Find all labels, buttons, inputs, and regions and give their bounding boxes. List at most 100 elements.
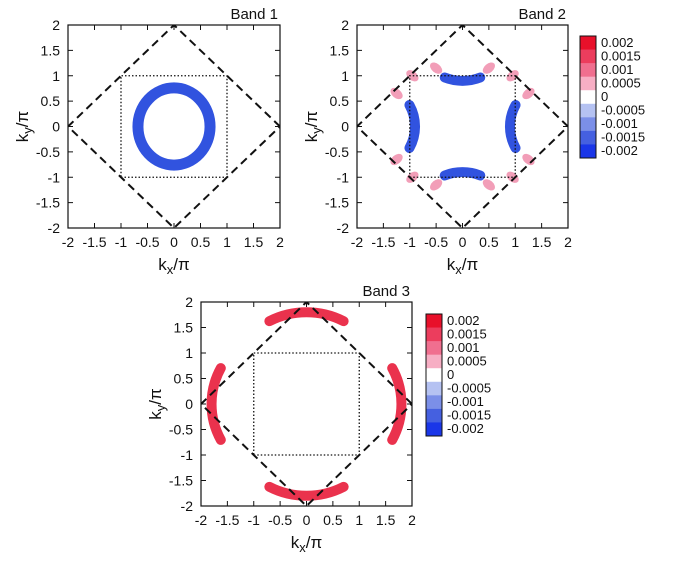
x-axis-label: kx/π [447, 255, 478, 277]
y-tick-label: 2 [52, 17, 60, 33]
y-tick-label: -1.5 [325, 195, 349, 211]
x-tick-label: 1 [223, 234, 231, 250]
chart-panel-1: -2 -1.5 -1 -0.5 0 0.5 1 1.5 2 2 1.5 1 0.5 0 -0.5 -1 -1.5… [13, 6, 284, 277]
colorbar-label: -0.002 [601, 143, 638, 158]
y-tick-label: -0.5 [169, 422, 193, 438]
colorbar-label: -0.0015 [601, 130, 645, 145]
y-tick-label: 1.5 [41, 42, 61, 58]
x-tick-label: 1.5 [244, 234, 264, 250]
plot-frame [67, 24, 281, 229]
plot-area [201, 302, 412, 506]
x-tick-label: -1 [115, 234, 128, 250]
colorbar-frame [579, 35, 597, 159]
y-axis-label: ky/π [13, 111, 35, 142]
x-tick-label: 1 [355, 512, 363, 528]
chart-panel-2: -2 -1.5 -1 -0.5 0 0.5 1 1.5 2 2 1.5 1 0.5 0 -0.5 -1 -1.5… [302, 6, 572, 277]
panel-title: Band 1 [230, 6, 278, 23]
y-tick-label: 2 [185, 294, 193, 310]
y-tick-label: -1.5 [36, 195, 60, 211]
x-tick-label: -2 [62, 234, 75, 250]
colorbar-label: -0.002 [447, 421, 484, 436]
dashed-diamond [357, 25, 568, 228]
x-tick-label: -2 [351, 234, 364, 250]
y-tick-label: -0.5 [36, 144, 60, 160]
y-tick-label: 0 [185, 396, 193, 412]
colorbar-label: 0.0005 [447, 353, 487, 368]
fermi-arc-1 [264, 307, 349, 327]
y-tick-label: 0.5 [41, 93, 61, 109]
colorbar-swatch [580, 90, 596, 105]
y-tick-label: 1 [341, 68, 349, 84]
colorbar-label: -0.0005 [601, 103, 645, 118]
fermi-ring [132, 82, 216, 171]
fermi-arc-4 [387, 363, 407, 445]
plot-frame [356, 24, 569, 229]
fermi-arc-2 [264, 481, 349, 501]
dotted-square [253, 352, 360, 456]
y-tick-label: 0 [341, 119, 349, 135]
colorbar-label: -0.001 [601, 116, 638, 131]
x-tick-label: -1 [248, 512, 261, 528]
intensity-spot-5 [522, 87, 535, 100]
dotted-square [409, 75, 516, 178]
colorbar-label: 0 [447, 367, 454, 382]
colorbar-swatch [426, 354, 442, 369]
intensity-spot-12 [406, 171, 419, 183]
colorbar-swatch [580, 63, 596, 78]
y-tick-label: 0.5 [330, 93, 350, 109]
intensity-spot-4 [430, 179, 443, 191]
y-tick-label: -1 [181, 447, 194, 463]
x-tick-label: 0.5 [479, 234, 499, 250]
x-tick-label: 0 [303, 512, 311, 528]
colorbar-label: 0.002 [601, 35, 634, 50]
colorbar-swatch [426, 314, 442, 328]
x-tick-label: 0.5 [191, 234, 211, 250]
y-tick-label: 1.5 [174, 320, 194, 336]
colorbar-swatch [580, 144, 596, 159]
y-tick-label: 0.5 [174, 371, 194, 387]
plot-area [357, 25, 568, 228]
y-tick-label: 1 [52, 68, 60, 84]
dotted-square [120, 75, 228, 178]
y-tick-label: -2 [48, 220, 61, 236]
y-tick-label: -1 [337, 169, 350, 185]
colorbar-2: 0.0020.00150.0010.00050-0.0005-0.001-0.0… [425, 313, 491, 437]
chart-panel-3: -2 -1.5 -1 -0.5 0 0.5 1 1.5 2 2 1.5 1 0.5 0 -0.5 -1 -1.5… [146, 283, 416, 555]
intensity-spot-10 [406, 70, 419, 82]
x-tick-label: -1.5 [215, 512, 239, 528]
colorbar-swatch [580, 103, 596, 118]
colorbar-label: 0.0005 [601, 75, 641, 90]
x-tick-label: -0.5 [424, 234, 448, 250]
colorbar-1: 0.0020.00150.0010.00050-0.0005-0.001-0.0… [579, 35, 645, 159]
y-tick-label: 0 [52, 119, 60, 135]
fermi-arc-3 [505, 100, 521, 153]
dashed-diamond [68, 25, 280, 228]
x-tick-label: -0.5 [135, 234, 159, 250]
colorbar-swatch [580, 117, 596, 132]
fermi-arc-1 [439, 72, 486, 86]
colorbar-frame [425, 313, 443, 437]
colorbar-swatch [426, 368, 442, 383]
x-tick-label: 1 [511, 234, 519, 250]
colorbar-label: 0 [601, 89, 608, 104]
colorbar-label: 0.0015 [601, 48, 641, 63]
colorbar-label: -0.0005 [447, 381, 491, 396]
panel-title: Band 2 [518, 6, 566, 23]
y-tick-label: -2 [181, 498, 194, 514]
colorbar-swatch [426, 408, 442, 423]
x-tick-label: -0.5 [268, 512, 292, 528]
x-tick-label: 2 [276, 234, 284, 250]
x-tick-label: -2 [195, 512, 208, 528]
y-tick-label: 1.5 [330, 42, 350, 58]
x-tick-label: 2 [564, 234, 572, 250]
x-tick-label: 0 [459, 234, 467, 250]
intensity-spot-3 [482, 179, 495, 191]
fermi-arc-3 [206, 363, 226, 445]
colorbar-swatch [426, 327, 442, 342]
intensity-spot-2 [430, 62, 443, 74]
colorbar-swatch [426, 341, 442, 356]
y-tick-label: -1 [48, 169, 61, 185]
y-tick-label: -0.5 [325, 144, 349, 160]
colorbar-swatch [426, 395, 442, 410]
